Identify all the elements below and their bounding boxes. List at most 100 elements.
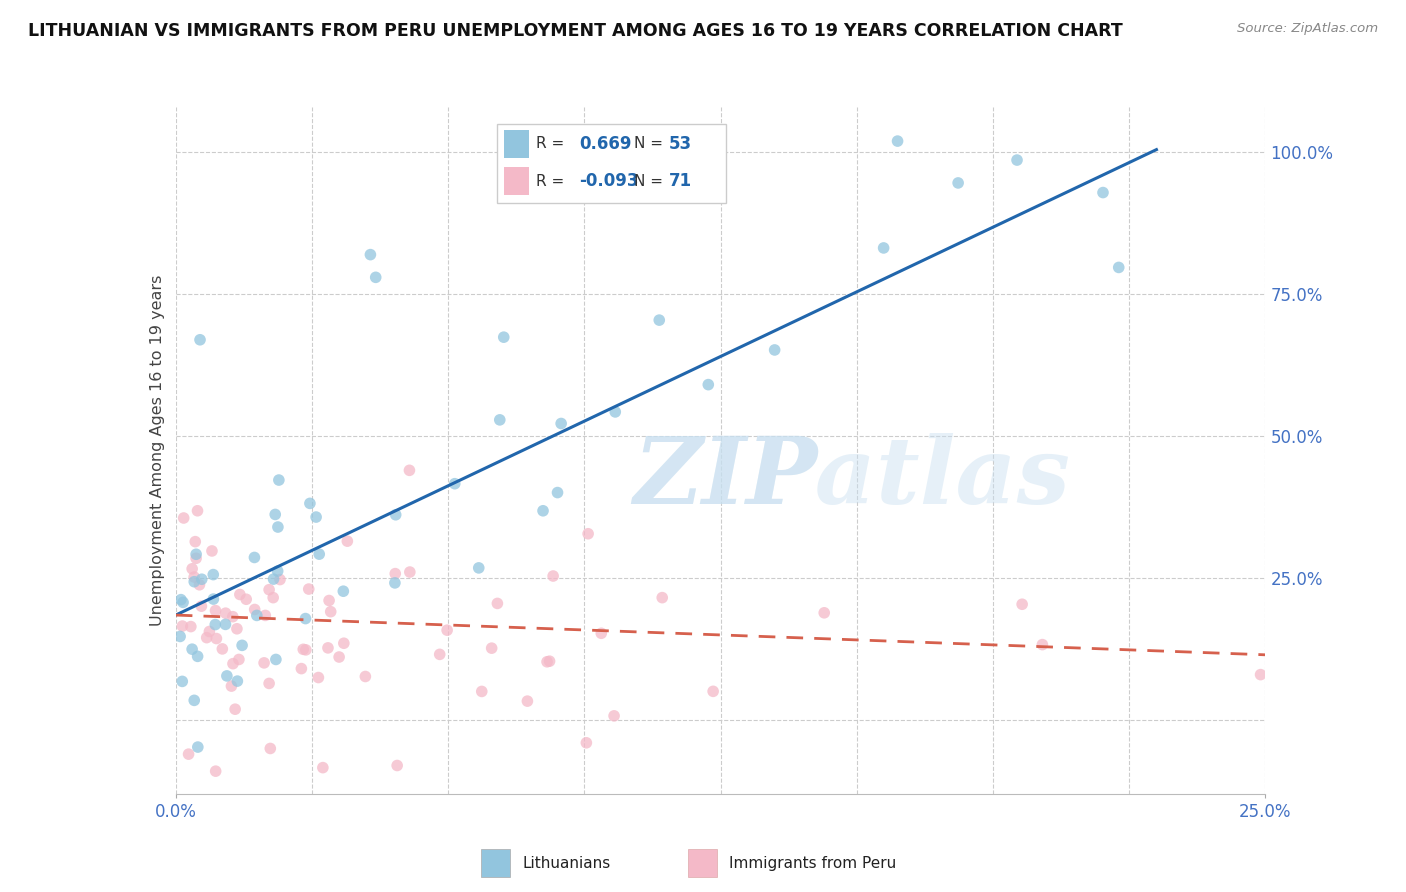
Point [575,736,598,750]
Point [886,134,908,148]
Point [264,652,287,666]
Point [1108,260,1130,275]
Point [443,476,465,491]
Point [336,534,359,549]
Point [211,641,233,656]
Point [172,619,194,633]
Point [305,510,328,524]
Text: Lithuanians: Lithuanians [522,855,610,871]
Point [246,608,269,623]
Point [180,619,202,633]
Point [215,669,238,683]
Point [813,606,835,620]
Point [188,578,211,592]
Text: LITHUANIAN VS IMMIGRANTS FROM PERU UNEMPLOYMENT AMONG AGES 16 TO 19 YEARS CORREL: LITHUANIAN VS IMMIGRANTS FROM PERU UNEMP… [28,22,1123,40]
Bar [688,849,717,877]
Point [253,656,276,670]
Point [181,642,204,657]
Point [231,639,253,653]
Point [184,551,207,566]
Point [229,587,252,601]
Point [702,684,724,698]
Point [243,602,266,616]
Point [486,596,509,610]
Text: ZIP: ZIP [633,433,818,523]
Point [295,643,318,657]
Point [359,247,381,261]
Point [181,562,204,576]
Point [492,330,515,344]
Point [183,693,205,707]
Point [177,747,200,761]
Point [170,592,193,607]
Bar [505,129,529,158]
Point [187,740,209,755]
Point [226,674,249,689]
Point [298,582,321,596]
Text: R =: R = [536,174,564,188]
Point [214,617,236,632]
Point [264,508,287,522]
Point [202,567,225,582]
Point [468,561,491,575]
Point [254,608,277,623]
Point [195,631,218,645]
Point [763,343,786,357]
Point [1011,597,1033,611]
Point [292,642,315,657]
Text: -0.093: -0.093 [579,172,640,190]
Point [384,566,406,581]
Point [1250,667,1272,681]
Text: 71: 71 [669,172,692,190]
Point [235,592,257,607]
Text: Immigrants from Peru: Immigrants from Peru [730,855,897,871]
Point [184,534,207,549]
Point [1031,638,1053,652]
Point [576,526,599,541]
Text: Source: ZipAtlas.com: Source: ZipAtlas.com [1237,22,1378,36]
Text: N =: N = [634,136,664,152]
Point [184,547,207,561]
Point [224,702,246,716]
Point [190,572,212,586]
Point [385,758,408,772]
Point [294,611,316,625]
Point [316,640,339,655]
Point [471,684,494,698]
Text: N =: N = [634,174,664,188]
Point [204,617,226,632]
Point [198,624,221,639]
Point [221,679,243,693]
Point [259,741,281,756]
Point [384,575,406,590]
Point [172,595,194,609]
Point [173,511,195,525]
Text: R =: R = [536,136,564,152]
Point [550,417,572,431]
Point [436,623,458,637]
Point [429,648,451,662]
Point [1091,186,1114,200]
Point [266,564,288,578]
Bar [505,167,529,195]
Point [267,520,290,534]
Point [187,649,209,664]
Point [398,463,420,477]
Point [697,377,720,392]
Point [201,544,224,558]
Point [172,674,194,689]
Point [648,313,671,327]
Point [169,630,191,644]
Point [222,657,245,671]
Point [205,632,228,646]
Point [538,654,561,668]
Point [398,565,420,579]
Point [214,606,236,620]
Point [319,605,342,619]
Point [591,626,613,640]
Point [328,650,350,665]
Point [384,508,406,522]
Point [605,405,627,419]
Point [488,413,510,427]
Point [332,584,354,599]
